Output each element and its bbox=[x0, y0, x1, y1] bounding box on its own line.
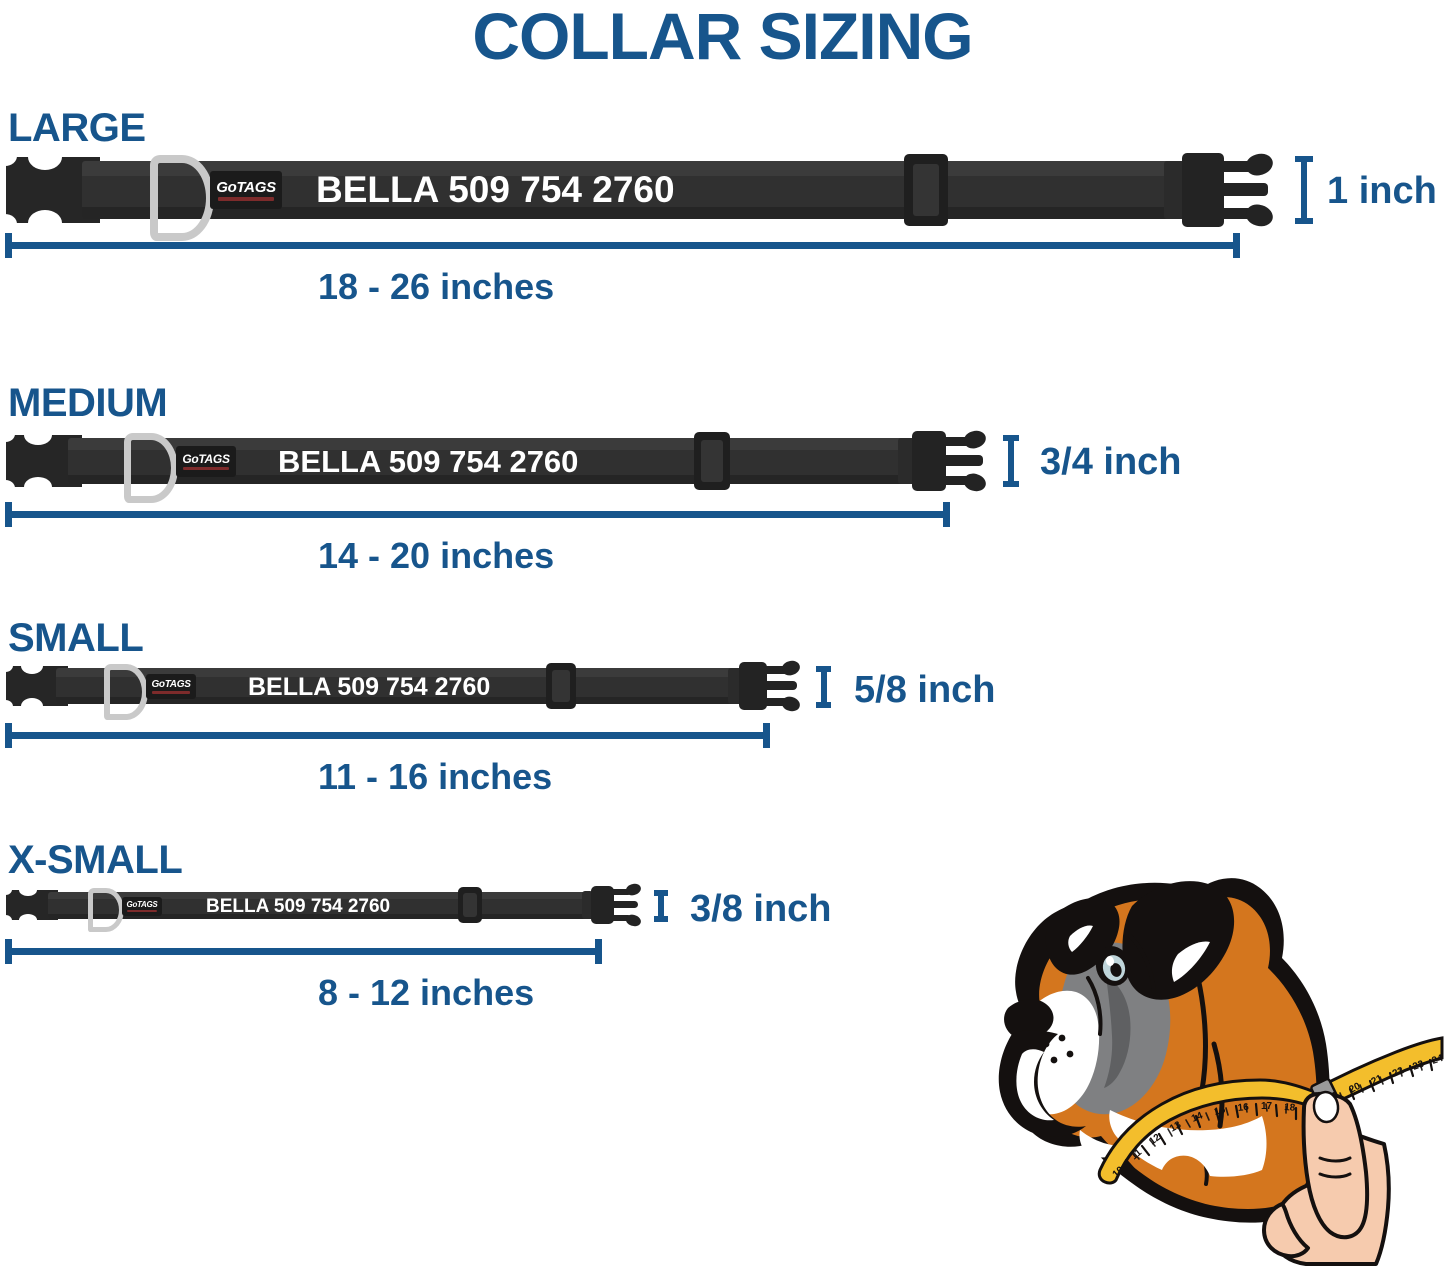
slider-adjuster-icon bbox=[694, 432, 730, 490]
dog-jowl bbox=[998, 1030, 1086, 1137]
brand-logo: GoTAGS bbox=[210, 171, 282, 209]
tape-ticks bbox=[1124, 1058, 1434, 1171]
dimension-cap-right bbox=[763, 723, 770, 748]
svg-text:24: 24 bbox=[1431, 1053, 1445, 1067]
collar-engraving-text: BELLA 509 754 2760 bbox=[316, 169, 675, 210]
collar-graphic-xsmall: GoTAGS BELLA 509 754 2760 bbox=[0, 882, 646, 932]
dog-measuring-illustration: 10 11 12 13 14 15 16 17 18 19 20 21 22 2… bbox=[930, 858, 1445, 1268]
hand-thumb bbox=[1262, 1202, 1310, 1259]
buckle-male-icon bbox=[728, 658, 808, 714]
dog-head bbox=[998, 878, 1330, 1223]
length-value-large: 18 - 26 inches bbox=[318, 266, 555, 307]
dog-eye-pupil bbox=[1110, 963, 1122, 977]
buckle-male-icon bbox=[582, 882, 648, 928]
height-indicator-small bbox=[816, 666, 831, 708]
dog-eye-glint bbox=[1105, 956, 1115, 966]
dog-fold bbox=[1195, 975, 1208, 1093]
length-dimension-line-small bbox=[8, 732, 768, 739]
svg-text:17: 17 bbox=[1261, 1101, 1273, 1112]
brand-logo-text: GoTAGS bbox=[182, 452, 230, 466]
knuckle-crease bbox=[1318, 1172, 1352, 1179]
measuring-tape: 10 11 12 13 14 15 16 17 18 19 20 21 22 2… bbox=[1097, 1036, 1445, 1185]
dog-jowl-white bbox=[1016, 1049, 1054, 1121]
size-label-xsmall: X-SMALL bbox=[8, 838, 183, 882]
width-value-small: 5/8 inch bbox=[854, 669, 996, 711]
fingernail bbox=[1312, 1090, 1340, 1124]
slider-adjuster-icon bbox=[458, 887, 482, 923]
whisker-dot bbox=[1050, 1056, 1058, 1064]
whisker-dot bbox=[1066, 1050, 1074, 1058]
dog-wrinkle bbox=[1128, 934, 1156, 994]
brand-logo: GoTAGS bbox=[146, 674, 196, 699]
length-dimension-line-xsmall bbox=[8, 948, 600, 955]
dimension-cap-left bbox=[5, 723, 12, 748]
length-value-small: 11 - 16 inches bbox=[318, 756, 553, 797]
collar-graphic-small: GoTAGS BELLA 509 754 2760 bbox=[0, 658, 806, 720]
length-value-medium: 14 - 20 inches bbox=[318, 535, 555, 576]
dimension-cap-left bbox=[5, 502, 12, 527]
dimension-cap-left bbox=[5, 939, 12, 964]
hand-index-finger bbox=[1301, 1091, 1370, 1240]
collar-graphic-large: GoTAGS BELLA 509 754 2760 bbox=[0, 144, 1281, 241]
brand-logo-text: GoTAGS bbox=[126, 900, 158, 909]
svg-text:23: 23 bbox=[1411, 1059, 1426, 1073]
brand-logo: GoTAGS bbox=[176, 446, 236, 477]
height-indicator-medium bbox=[1003, 435, 1019, 487]
svg-text:20: 20 bbox=[1347, 1081, 1362, 1096]
height-indicator-xsmall bbox=[654, 890, 668, 922]
dimension-cap-right bbox=[1233, 233, 1240, 258]
d-ring-icon bbox=[88, 888, 124, 932]
collar-engraving-text: BELLA 509 754 2760 bbox=[278, 444, 579, 479]
knuckle-crease bbox=[1318, 1156, 1352, 1163]
length-dimension-line-large bbox=[8, 242, 1238, 249]
hand bbox=[1262, 1090, 1391, 1266]
size-label-large: LARGE bbox=[8, 106, 146, 150]
dimension-cap-right bbox=[595, 939, 602, 964]
tape-band bbox=[1097, 1036, 1444, 1185]
dog-wrinkle bbox=[1086, 976, 1103, 1036]
svg-text:22: 22 bbox=[1391, 1065, 1406, 1080]
length-value-xsmall: 8 - 12 inches bbox=[318, 972, 535, 1013]
length-dimension-line-medium bbox=[8, 511, 948, 518]
width-value-medium: 3/4 inch bbox=[1040, 441, 1182, 483]
dimension-cap-right bbox=[943, 502, 950, 527]
svg-text:16: 16 bbox=[1237, 1102, 1250, 1114]
whisker-dot bbox=[1058, 1034, 1066, 1042]
svg-text:13: 13 bbox=[1168, 1119, 1184, 1134]
page-title: COLLAR SIZING bbox=[472, 0, 973, 73]
svg-text:15: 15 bbox=[1213, 1104, 1227, 1117]
dimension-cap-left bbox=[5, 233, 12, 258]
d-ring-icon bbox=[104, 664, 148, 720]
dog-nose bbox=[1004, 999, 1054, 1040]
brand-logo: GoTAGS bbox=[122, 897, 162, 916]
svg-text:21: 21 bbox=[1370, 1073, 1385, 1088]
buckle-male-icon bbox=[898, 428, 994, 494]
collar-graphic-medium: GoTAGS BELLA 509 754 2760 bbox=[0, 425, 996, 503]
width-value-large: 1 inch bbox=[1327, 170, 1437, 212]
buckle-male-icon bbox=[1164, 150, 1282, 230]
brand-logo-text: GoTAGS bbox=[216, 178, 276, 196]
d-ring-icon bbox=[150, 155, 214, 241]
dog-ear-rear-highlight bbox=[1171, 941, 1210, 982]
slider-adjuster-icon bbox=[546, 663, 576, 709]
collar-engraving-text: BELLA 509 754 2760 bbox=[206, 896, 391, 917]
width-value-xsmall: 3/8 inch bbox=[690, 888, 832, 930]
slider-adjuster-icon bbox=[904, 154, 948, 226]
d-ring-icon bbox=[124, 433, 178, 503]
svg-text:18: 18 bbox=[1284, 1102, 1296, 1114]
size-label-small: SMALL bbox=[8, 616, 144, 660]
collar-engraving-text: BELLA 509 754 2760 bbox=[248, 673, 491, 701]
svg-text:14: 14 bbox=[1190, 1110, 1205, 1125]
height-indicator-large bbox=[1295, 156, 1313, 224]
brand-logo-text: GoTAGS bbox=[151, 678, 191, 690]
dog-muzzle-shade bbox=[1104, 976, 1131, 1088]
dog-ear-front-highlight bbox=[1068, 925, 1093, 952]
size-label-medium: MEDIUM bbox=[8, 381, 168, 425]
